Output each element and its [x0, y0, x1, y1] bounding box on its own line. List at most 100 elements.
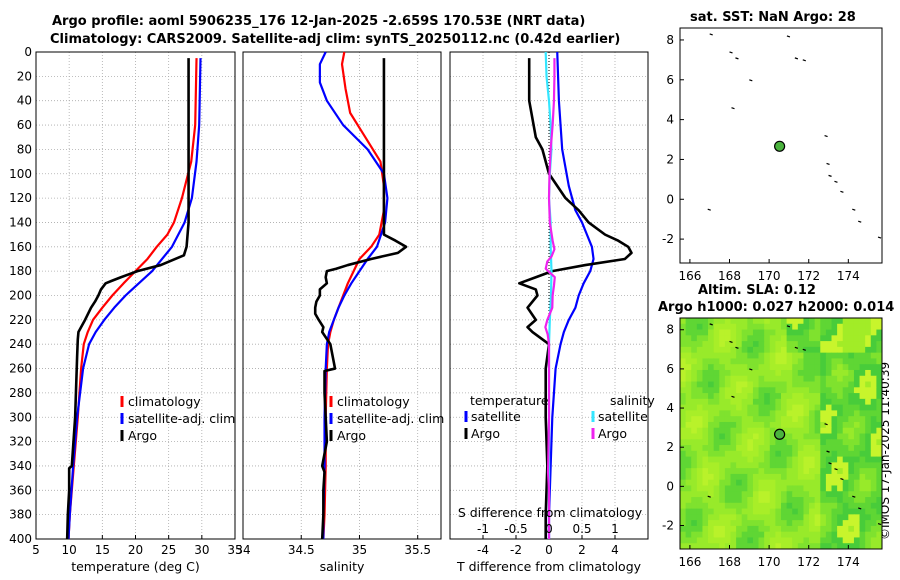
sla-map-sla-cell [786, 346, 793, 354]
sla-map-sla-cell [848, 364, 855, 371]
sla-map-sla-cell [702, 398, 709, 406]
sla-map-sla-cell [876, 346, 883, 354]
sla-map-sla-cell [708, 369, 715, 377]
sla-map-sla-cell [792, 416, 799, 423]
sla-map-sla-cell [758, 439, 765, 446]
sla-map-sla-cell [691, 381, 698, 388]
sla-map-sla-cell [752, 329, 759, 336]
sla-map-coastline [729, 340, 733, 344]
sla-map-sla-cell [797, 398, 804, 406]
sla-map-sla-cell [853, 352, 860, 359]
sla-map-sla-cell [797, 543, 804, 550]
sla-map-sla-cell [842, 450, 849, 457]
sla-map-sla-cell [825, 358, 832, 365]
sla-map-sla-cell [803, 473, 810, 481]
sla-map-sla-cell [820, 508, 827, 515]
sla-map-sla-cell [685, 439, 692, 446]
sla-map-xtick-label: 170 [758, 555, 781, 569]
sla-map-sla-cell [764, 468, 771, 475]
sla-map-sla-cell [792, 456, 799, 463]
sla-map-sla-cell [696, 375, 703, 382]
sla-map-sla-cell [876, 531, 883, 538]
sla-map-sla-cell [803, 369, 810, 377]
sla-map-sla-cell [859, 318, 866, 325]
sla-map-sla-cell [775, 398, 782, 406]
sla-map-sla-cell [747, 341, 754, 348]
sla-map-sla-cell [814, 352, 821, 359]
sla-map-sla-cell [730, 531, 737, 538]
sla-map-sla-cell [792, 364, 799, 371]
sla-map-sla-cell [747, 335, 754, 342]
sla-map-sla-cell [730, 450, 737, 457]
sla-map-sla-cell [713, 433, 720, 440]
sst-map-ytick-label: 2 [666, 152, 674, 166]
sla-map-sla-cell [724, 393, 731, 400]
sla-map-sla-cell [814, 427, 821, 434]
sla-map-sla-cell [797, 352, 804, 359]
sla-map-sla-cell [842, 404, 849, 411]
sla-map-sla-cell [741, 416, 748, 423]
sla-map-sla-cell [786, 485, 793, 492]
sla-map-sla-cell [803, 421, 810, 429]
sla-map-sla-cell [803, 543, 810, 550]
sla-map-sla-cell [859, 335, 866, 342]
sla-map-sla-cell [685, 537, 692, 544]
sla-map-sla-cell [865, 375, 872, 382]
sla-map-sla-cell [825, 502, 832, 509]
sla-map-sla-cell [870, 525, 877, 533]
sla-map-sla-cell [719, 508, 726, 515]
sla-map-sla-cell [814, 502, 821, 509]
sla-map-sla-cell [825, 433, 832, 440]
sla-map-sla-cell [747, 456, 754, 463]
sla-map-sla-cell [859, 398, 866, 406]
sla-map-sla-cell [825, 456, 832, 463]
sla-map-sla-cell [865, 543, 872, 550]
sla-map-sla-cell [680, 520, 687, 527]
sla-map-sla-cell [870, 531, 877, 538]
sla-map-sla-cell [680, 375, 687, 382]
sla-map-sla-cell [837, 439, 844, 446]
sla-map-sla-cell [859, 445, 866, 452]
sla-map-sla-cell [680, 456, 687, 463]
sla-map-sla-cell [758, 323, 765, 330]
sla-map-sla-cell [680, 341, 687, 348]
sla-map-sla-cell [842, 352, 849, 359]
sla-map-sla-cell [842, 421, 849, 429]
sla-map-sla-cell [730, 346, 737, 354]
sla-map-sla-cell [848, 404, 855, 411]
sla-map-sla-cell [837, 497, 844, 504]
sla-map-sla-cell [837, 502, 844, 509]
sla-map-sla-cell [708, 346, 715, 354]
sla-map-sla-cell [848, 525, 855, 533]
sla-map-sla-cell [865, 358, 872, 365]
sla-map-sla-cell [837, 508, 844, 515]
sla-map-sla-cell [814, 335, 821, 342]
sla-map-sla-cell [752, 352, 759, 359]
sst-map-coastline [735, 57, 739, 60]
sst-map-coastline [824, 134, 828, 138]
sla-map-sla-cell [809, 318, 816, 325]
sla-map-sla-cell [825, 398, 832, 406]
sla-map-sla-cell [825, 404, 832, 411]
sla-map-sla-cell [719, 479, 726, 486]
sla-map-sla-cell [837, 341, 844, 348]
sla-map-sla-cell [769, 473, 776, 481]
sla-map-sla-cell [736, 525, 743, 533]
sla-map-sla-cell [797, 358, 804, 365]
sla-map-sla-cell [870, 497, 877, 504]
sla-map-sla-cell [825, 352, 832, 359]
sla-map-sla-cell [775, 491, 782, 498]
sla-map-sla-cell [797, 433, 804, 440]
sla-map-sla-cell [702, 427, 709, 434]
sla-map-sla-cell [797, 393, 804, 400]
sla-map-sla-cell [803, 404, 810, 411]
sla-map-sla-cell [747, 525, 754, 533]
sla-map-sla-cell [775, 537, 782, 544]
sla-map-sla-cell [691, 410, 698, 417]
sla-map-sla-cell [747, 462, 754, 469]
sla-map-sla-cell [781, 346, 788, 354]
sla-map-sla-cell [764, 381, 771, 388]
sla-map-sla-cell [831, 352, 838, 359]
sla-map-sla-cell [814, 479, 821, 486]
sla-map-sla-cell [837, 410, 844, 417]
